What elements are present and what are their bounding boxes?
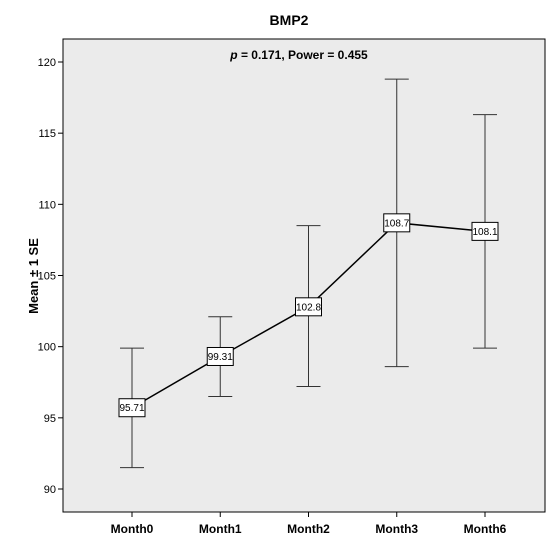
data-point: 99.31 [206, 346, 234, 366]
y-tick-label: 95 [44, 413, 56, 425]
annotation-stat: p [229, 48, 237, 62]
x-axis: Month0 Month1 Month2 Month3 Month6 [111, 512, 507, 536]
annotation-rest: = 0.171, Power = 0.455 [238, 48, 368, 62]
x-tick-label: Month6 [464, 522, 507, 536]
data-point: 102.8 [295, 297, 322, 317]
x-tick-label: Month1 [199, 522, 242, 536]
data-markers: 95.71 99.31 102.8 108.7 108.1 [118, 213, 499, 418]
data-label: 95.71 [119, 403, 144, 414]
data-point: 95.71 [118, 398, 146, 418]
y-axis: 90 95 100 105 110 115 120 [38, 57, 63, 496]
y-axis-label: Mean ± 1 SE [26, 238, 41, 314]
y-tick-label: 100 [38, 342, 56, 354]
data-label: 108.1 [472, 227, 497, 238]
chart-annotation: p = 0.171, Power = 0.455 [229, 48, 368, 62]
data-point-box [295, 297, 322, 317]
data-label: 108.7 [384, 218, 409, 229]
chart-title: BMP2 [270, 12, 309, 28]
y-tick-label: 105 [38, 271, 56, 283]
x-tick-label: Month3 [375, 522, 418, 536]
y-tick-label: 90 [44, 484, 56, 496]
data-label: 102.8 [296, 302, 321, 313]
data-point: 108.1 [471, 221, 499, 241]
data-point-box [383, 213, 411, 233]
data-point-box [206, 346, 234, 366]
y-tick-label: 115 [38, 128, 56, 140]
data-point: 108.7 [383, 213, 411, 233]
y-tick-label: 120 [38, 57, 56, 69]
y-tick-label: 110 [38, 199, 56, 211]
x-tick-label: Month2 [287, 522, 330, 536]
x-tick-label: Month0 [111, 522, 154, 536]
data-point-box [471, 221, 499, 241]
data-label: 99.31 [208, 352, 233, 363]
data-point-box [118, 398, 146, 418]
plot-area [62, 38, 546, 513]
